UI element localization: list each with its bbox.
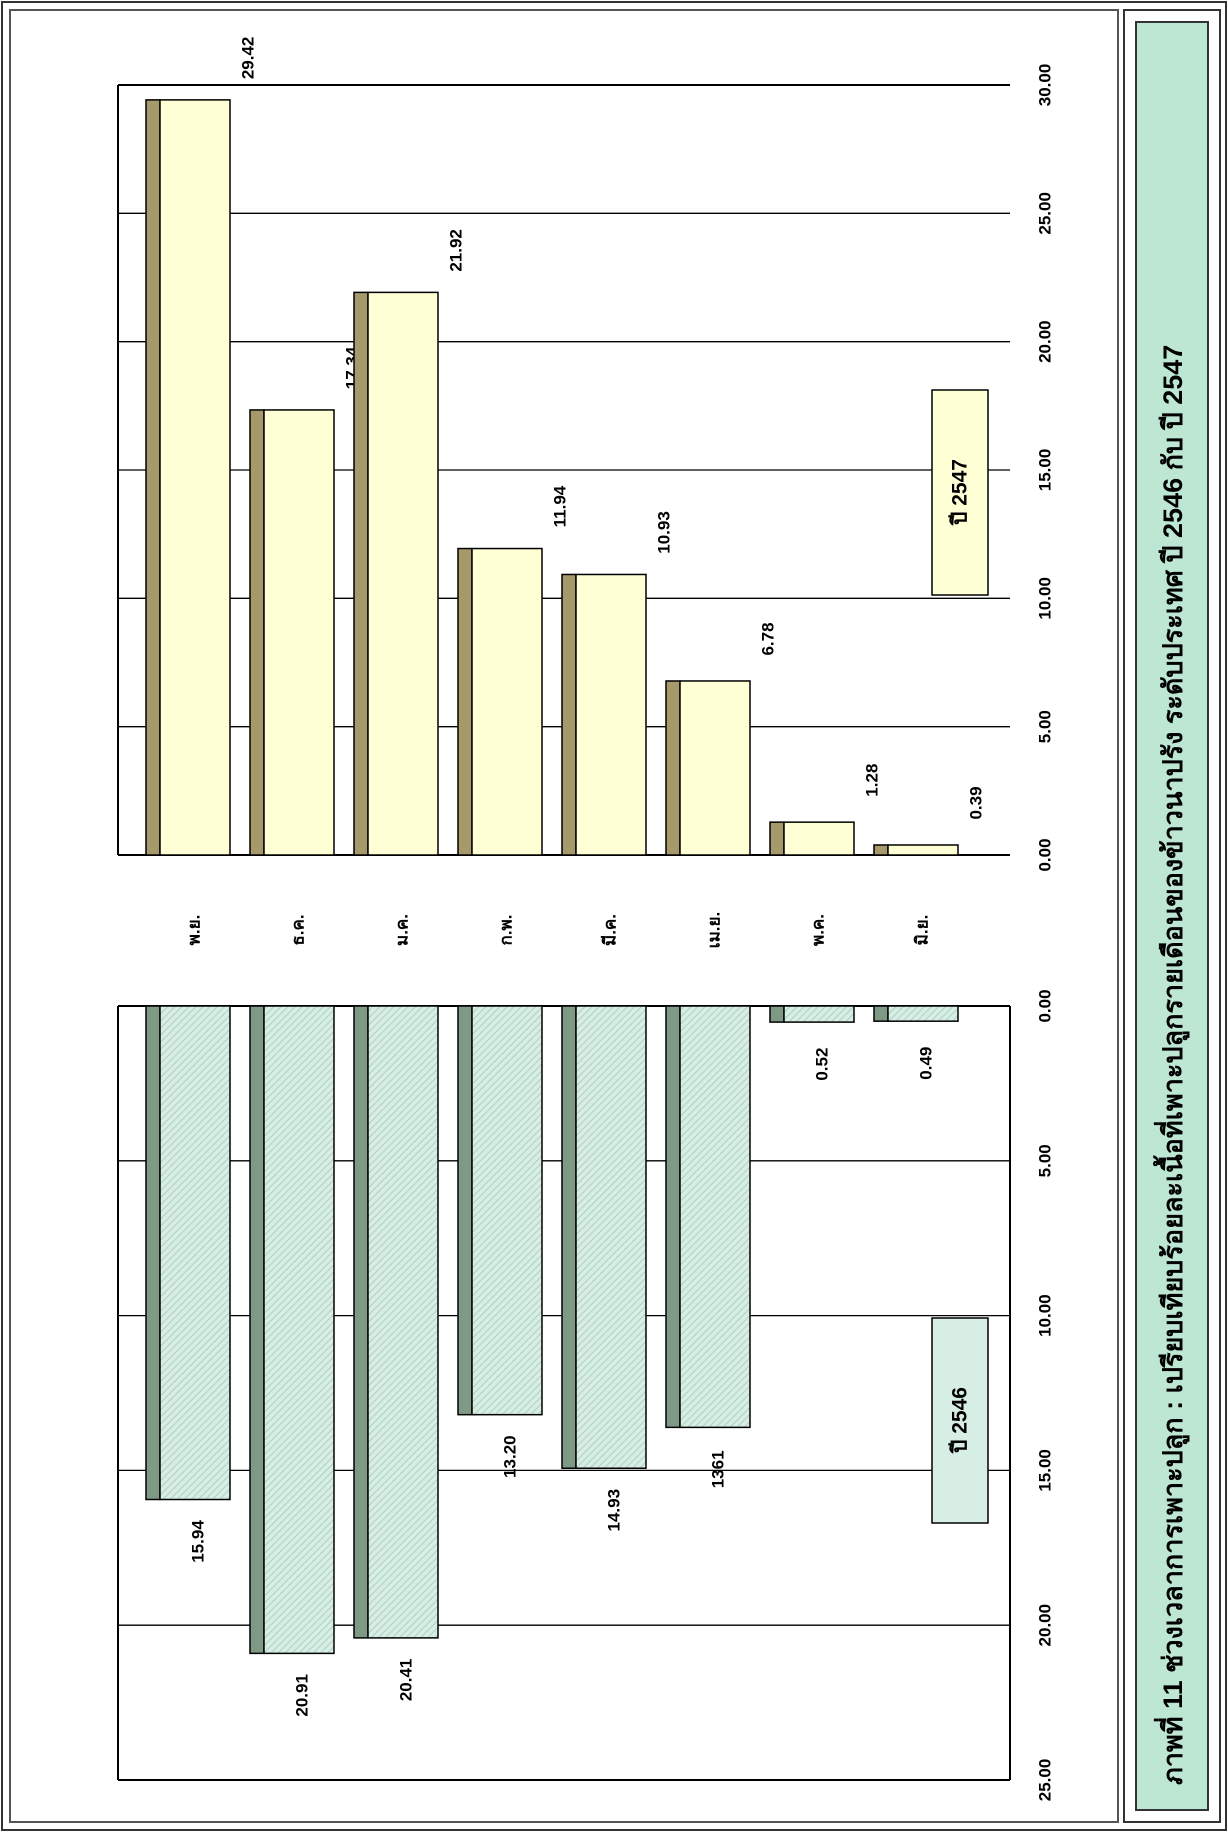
data-label-2546: 13.20 — [501, 1435, 520, 1478]
bar-2547 — [887, 844, 959, 856]
bar-2546 — [367, 1005, 439, 1639]
legend-box-2546 — [931, 1317, 989, 1524]
bar-2546-side — [249, 1005, 265, 1655]
bar-2547-side — [769, 821, 785, 856]
category-label: ม.ค. — [393, 914, 412, 946]
bar-2547 — [679, 680, 751, 856]
data-label-2546: 20.41 — [397, 1659, 416, 1702]
tick-label-2547: 5.00 — [1036, 710, 1055, 743]
bar-2546-side — [665, 1005, 681, 1429]
bar-2547 — [783, 821, 855, 856]
data-label-2546: 1361 — [709, 1450, 728, 1488]
tick-label-2546: 0.00 — [1036, 989, 1055, 1022]
tick-label-2547: 30.00 — [1036, 64, 1055, 107]
bar-2547-side — [873, 844, 889, 856]
caption-frame — [1123, 9, 1221, 1823]
data-label-2547: 21.92 — [447, 229, 466, 272]
bar-2546-side — [561, 1005, 577, 1469]
tick-label-2546: 25.00 — [1036, 1759, 1055, 1802]
category-label: พ.ค. — [809, 914, 828, 946]
bar-2546 — [575, 1005, 647, 1469]
bar-2546 — [263, 1005, 335, 1655]
legend-label-2547: ปี 2547 — [948, 459, 972, 527]
plot-area: 0.00 5.00 10.00 15.00 20.00 25.00 30.00 0.00 5.0… — [117, 37, 1055, 1802]
caption-background — [1135, 21, 1209, 1811]
bar-2546 — [471, 1005, 543, 1416]
data-label-2546: 0.52 — [813, 1048, 832, 1081]
tick-label-2546: 20.00 — [1036, 1604, 1055, 1647]
bar-2546-side — [353, 1005, 369, 1639]
tick-label-2547: 15.00 — [1036, 449, 1055, 492]
bar-2546 — [159, 1005, 231, 1501]
data-label-2547: 6.78 — [759, 622, 778, 655]
bar-2546-side — [145, 1005, 161, 1501]
category-label: มี.ค. — [600, 914, 620, 946]
figure-caption: ภาพที่ 11 ช่วงเวลาการเพาะปลูก : เปรียบเท… — [1152, 345, 1190, 1785]
data-label-2546: 0.49 — [917, 1047, 936, 1080]
tick-label-2546: 10.00 — [1036, 1294, 1055, 1337]
bar-2546 — [887, 1005, 959, 1022]
bar-2547 — [159, 99, 231, 856]
bar-2547-side — [665, 680, 681, 856]
bar-2546-side — [457, 1005, 473, 1416]
data-label-2547: 10.93 — [655, 511, 674, 554]
legend-label-2546: ปี 2546 — [948, 1387, 972, 1455]
bar-2546-side — [873, 1005, 889, 1022]
data-label-2547: 29.42 — [239, 37, 258, 80]
bar-2547 — [367, 291, 439, 856]
data-label-2546: 20.91 — [293, 1674, 312, 1717]
bar-2546 — [783, 1005, 855, 1023]
category-label: เม.ย. — [705, 912, 724, 948]
chart-frame — [9, 9, 1119, 1823]
bar-2546-side — [769, 1005, 785, 1023]
tick-label-2547: 25.00 — [1036, 192, 1055, 235]
category-label: มิ.ย. — [913, 915, 932, 946]
legend-box-2547 — [931, 389, 989, 596]
tick-label-2547: 10.00 — [1036, 577, 1055, 620]
bar-2547-side — [457, 547, 473, 856]
category-label: พ.ย. — [185, 915, 204, 946]
data-label-2546: 14.93 — [605, 1489, 624, 1532]
data-label-2547: 0.39 — [967, 786, 986, 819]
data-label-2547: 1.28 — [863, 764, 882, 797]
bar-2547-side — [145, 99, 161, 856]
tick-label-2547: 20.00 — [1036, 320, 1055, 363]
tick-label-2546: 15.00 — [1036, 1449, 1055, 1492]
bar-2547-side — [561, 573, 577, 856]
bar-2547-side — [353, 291, 369, 856]
category-label: ก.พ. — [497, 915, 516, 946]
bar-2547 — [575, 573, 647, 856]
tick-label-2547: 0.00 — [1036, 838, 1055, 871]
bar-2547 — [471, 547, 543, 856]
bar-2547 — [263, 409, 335, 856]
category-label: ธ.ค. — [289, 914, 308, 945]
bar-2547-side — [249, 409, 265, 856]
tick-label-2546: 5.00 — [1036, 1144, 1055, 1177]
bar-2546 — [679, 1005, 751, 1429]
data-label-2546: 15.94 — [189, 1520, 208, 1563]
data-label-2547: 11.94 — [551, 485, 570, 527]
